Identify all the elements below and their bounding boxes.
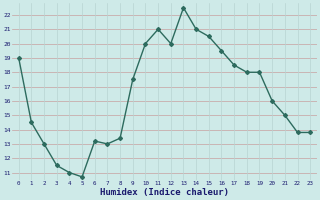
- X-axis label: Humidex (Indice chaleur): Humidex (Indice chaleur): [100, 188, 229, 197]
